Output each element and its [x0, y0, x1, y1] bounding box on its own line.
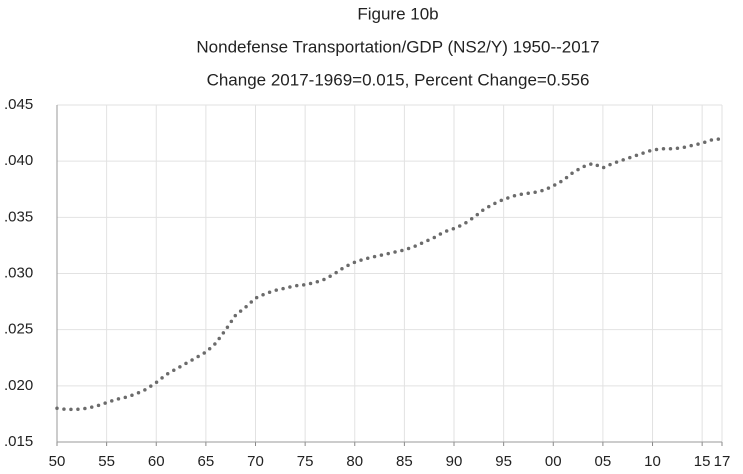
x-tick-label: 55 [98, 453, 115, 470]
x-tick-label: 00 [545, 453, 562, 470]
x-tick-label: 50 [49, 453, 66, 470]
x-tick-label: 90 [446, 453, 463, 470]
x-tick-label: 65 [198, 453, 215, 470]
data-line [55, 136, 724, 412]
x-tick-label: 15 [694, 453, 711, 470]
x-tick-label: 80 [346, 453, 363, 470]
chart-title: Figure 10b [357, 4, 438, 23]
x-tick-label: 70 [247, 453, 264, 470]
y-tick-label: .025 [4, 321, 33, 338]
y-tick-label: .040 [4, 152, 33, 169]
x-tick-label: 10 [644, 453, 661, 470]
y-tick-label: .035 [4, 208, 33, 225]
y-tick-label: .045 [4, 96, 33, 113]
annotation: Change 2017-1969=0.015, Percent Change=0… [207, 70, 590, 89]
y-tick-label: .020 [4, 377, 33, 394]
x-tick-label: 75 [297, 453, 314, 470]
x-tick-label: 17 [714, 453, 731, 470]
x-tick-label: 85 [396, 453, 413, 470]
y-tick-label: .015 [4, 433, 33, 450]
y-tick-label: .030 [4, 264, 33, 281]
x-tick-label: 60 [148, 453, 165, 470]
x-tick-label: 95 [495, 453, 512, 470]
x-tick-label: 05 [595, 453, 612, 470]
chart-subtitle: Nondefense Transportation/GDP (NS2/Y) 19… [196, 37, 599, 56]
